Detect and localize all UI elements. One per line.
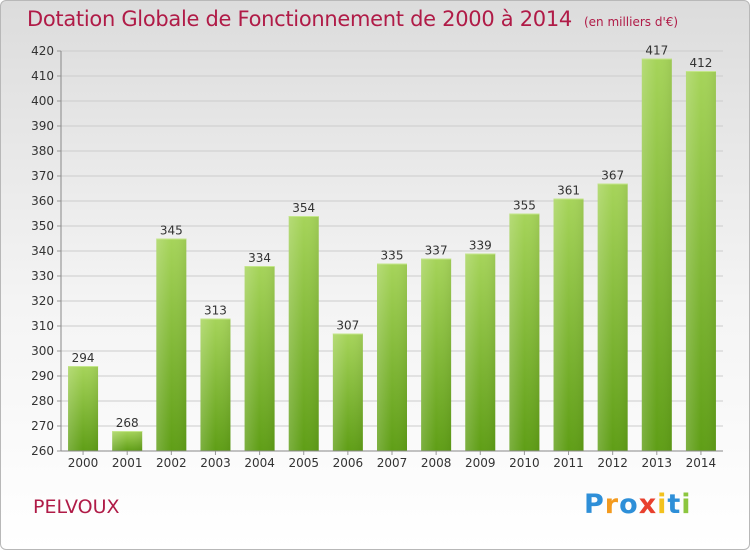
value-label: 335 xyxy=(381,249,404,263)
y-axis-ticks: 260 270 280 290 300 310 320 330 340 350 360 370 380 3… xyxy=(31,44,61,458)
x-tick-label: 2012 xyxy=(597,456,628,470)
bar-value-labels: 294 268 345 313 334 354 307 335 337 339 355 361 367 4… xyxy=(72,44,713,431)
x-tick-label: 2001 xyxy=(112,456,143,470)
y-tick-label: 360 xyxy=(31,194,54,208)
bar-shine xyxy=(377,263,407,451)
bar-shine xyxy=(332,333,363,451)
bar-shine xyxy=(68,366,99,451)
y-tick-label: 420 xyxy=(31,44,54,58)
bar-shine xyxy=(288,216,319,451)
value-label: 268 xyxy=(116,416,139,430)
value-label: 367 xyxy=(601,169,624,183)
bar-shine xyxy=(465,253,496,451)
x-tick-label: 2010 xyxy=(509,456,540,470)
bar-shine xyxy=(597,183,628,451)
y-tick-label: 320 xyxy=(31,294,54,308)
x-tick-label: 2013 xyxy=(642,456,673,470)
proxiti-logo: Proxiti xyxy=(584,489,692,520)
y-tick-label: 300 xyxy=(31,344,54,358)
bars xyxy=(68,58,716,451)
value-label: 345 xyxy=(160,224,183,238)
chart-title: Dotation Globale de Fonctionnement de 20… xyxy=(27,7,678,31)
x-tick-label: 2007 xyxy=(377,456,408,470)
bar-shine xyxy=(509,213,540,451)
y-tick-label: 350 xyxy=(31,219,54,233)
x-tick-label: 2009 xyxy=(465,456,496,470)
y-tick-label: 400 xyxy=(31,94,54,108)
value-label: 361 xyxy=(557,184,580,198)
y-tick-label: 370 xyxy=(31,169,54,183)
bar-shine xyxy=(641,58,672,451)
value-label: 294 xyxy=(72,351,95,365)
bar-shine xyxy=(553,198,584,451)
y-tick-label: 340 xyxy=(31,244,54,258)
x-axis-ticks: 2000 2001 2002 2003 2004 2005 2006 2007 2008 2009… xyxy=(68,451,716,470)
y-tick-label: 310 xyxy=(31,319,54,333)
bar-shine xyxy=(685,71,716,451)
commune-name: PELVOUX xyxy=(33,496,120,518)
y-tick-label: 410 xyxy=(31,69,54,83)
y-tick-label: 280 xyxy=(31,394,54,408)
bar-shine xyxy=(200,318,231,451)
bar-shine xyxy=(244,266,275,451)
y-tick-label: 330 xyxy=(31,269,54,283)
value-label: 355 xyxy=(513,199,536,213)
value-label: 307 xyxy=(336,319,359,333)
value-label: 313 xyxy=(204,304,227,318)
x-tick-label: 2008 xyxy=(421,456,452,470)
y-tick-label: 270 xyxy=(31,419,54,433)
value-label: 354 xyxy=(292,201,315,215)
bar-shine xyxy=(156,238,187,451)
x-tick-label: 2002 xyxy=(156,456,187,470)
value-label: 337 xyxy=(425,244,448,258)
bar-shine xyxy=(112,431,143,451)
value-label: 339 xyxy=(469,239,492,253)
y-tick-label: 290 xyxy=(31,369,54,383)
title-unit: (en milliers d'€) xyxy=(583,15,679,29)
y-tick-label: 390 xyxy=(31,119,54,133)
value-label: 334 xyxy=(248,251,271,265)
x-tick-label: 2003 xyxy=(200,456,231,470)
x-tick-label: 2005 xyxy=(288,456,319,470)
x-tick-label: 2014 xyxy=(686,456,717,470)
y-tick-label: 260 xyxy=(31,444,54,458)
x-tick-label: 2004 xyxy=(244,456,275,470)
bar-shine xyxy=(421,258,452,451)
value-label: 417 xyxy=(645,44,668,58)
title-text: Dotation Globale de Fonctionnement de 20… xyxy=(27,7,572,31)
x-tick-label: 2011 xyxy=(553,456,584,470)
x-tick-label: 2006 xyxy=(333,456,364,470)
x-tick-label: 2000 xyxy=(68,456,99,470)
y-tick-label: 380 xyxy=(31,144,54,158)
value-label: 412 xyxy=(689,56,712,70)
